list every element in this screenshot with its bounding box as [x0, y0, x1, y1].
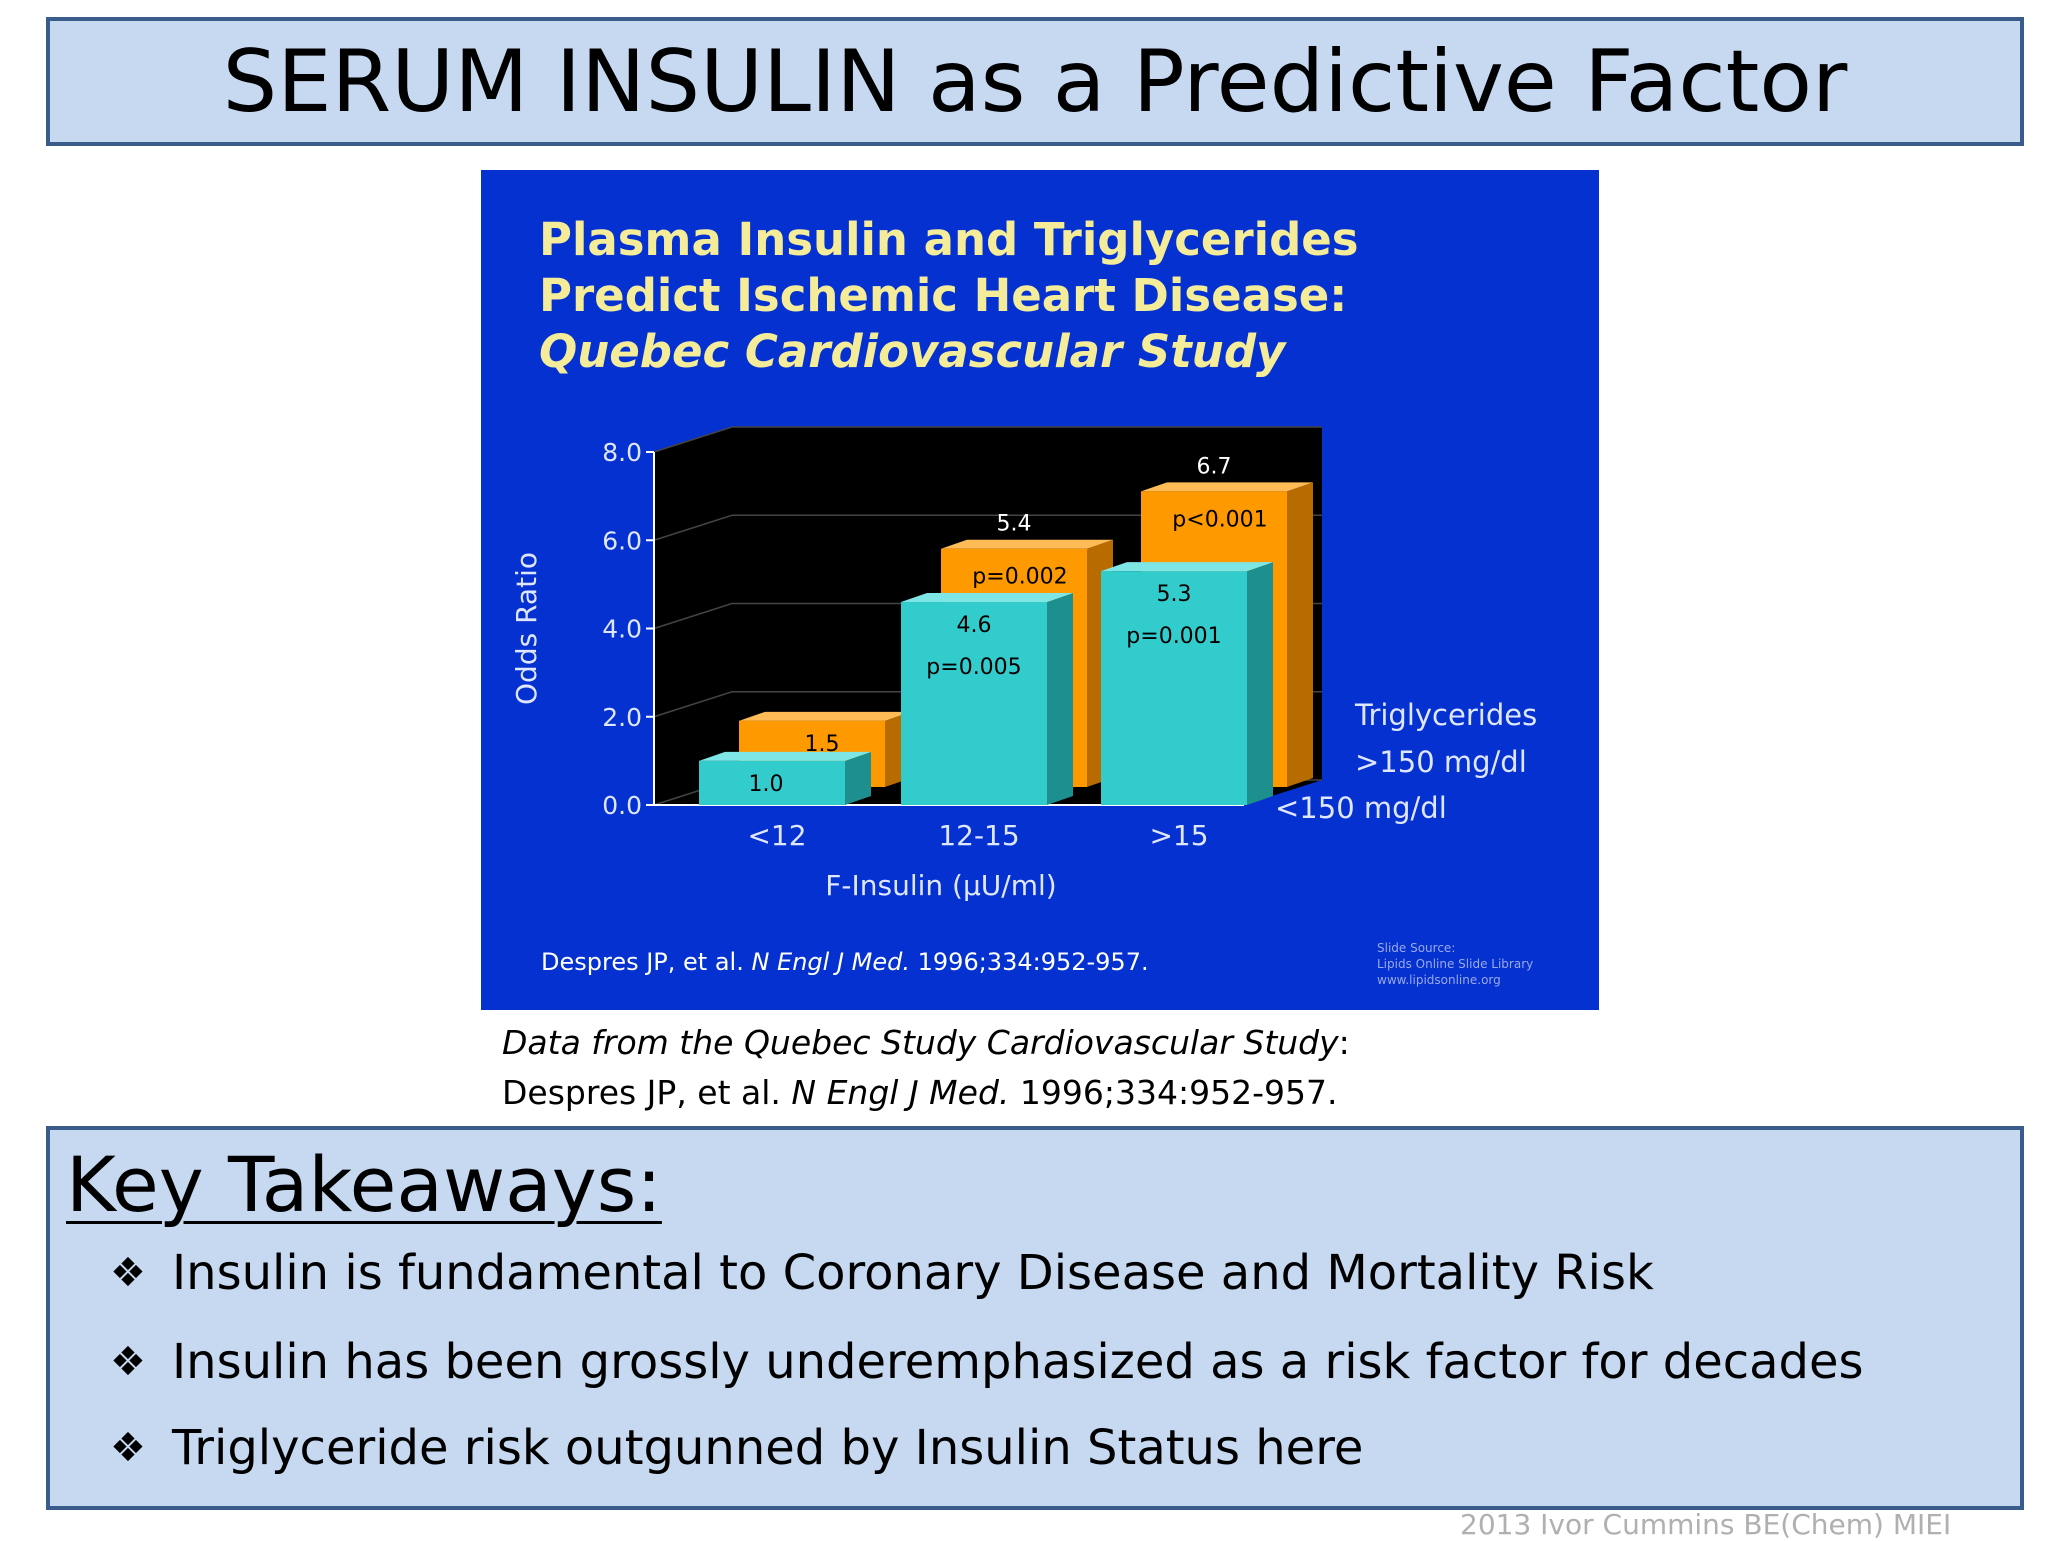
chart-gridline — [653, 514, 1322, 541]
y-axis-label: Odds Ratio — [510, 552, 543, 705]
bullet-diamond-icon: ❖ — [110, 1250, 146, 1296]
bar-low-tg — [699, 760, 845, 805]
bar-chart: 0.0 2.0 4.0 6.0 8.0 Odds Ratio 1.5 1.0 <12 5.4 p=0… — [510, 426, 1537, 902]
caption-details: 1996;334:952-957. — [1009, 1073, 1338, 1112]
x-axis-label: F-Insulin (µU/ml) — [825, 869, 1056, 902]
slide-source-label: Slide Source: — [1377, 941, 1456, 955]
takeaways-heading: Key Takeaways: — [66, 1140, 662, 1229]
bullet-diamond-icon: ❖ — [110, 1339, 146, 1385]
figure-caption: Data from the Quebec Study Cardiovascula… — [502, 1018, 1350, 1118]
bar-high-tg-side — [1287, 482, 1313, 787]
slide-title: Plasma Insulin and Triglycerides Predict… — [539, 212, 1359, 380]
data-label-high-tg: 6.7 — [1197, 454, 1232, 479]
caption-line1: Data from the Quebec Study Cardiovascula… — [502, 1023, 1339, 1062]
bar-low-tg — [901, 602, 1047, 805]
x-tick-label: >15 — [1149, 819, 1208, 852]
bar-low-tg-side — [845, 751, 871, 805]
caption-authors: Despres JP, et al. — [502, 1073, 792, 1112]
bar-low-tg-side — [1247, 562, 1273, 805]
slide-title-line1: Plasma Insulin and Triglycerides — [539, 213, 1359, 266]
legend-title: Triglycerides — [1354, 698, 1537, 732]
bar-high-tg-top — [1141, 482, 1313, 492]
takeaway-item: ❖ Triglyceride risk outgunned by Insulin… — [110, 1420, 1363, 1476]
legend-item-high-tg: >150 mg/dl — [1355, 745, 1527, 779]
bar-low-tg-top — [901, 593, 1073, 603]
x-tick-label: 12-15 — [938, 819, 1019, 852]
caption-colon: : — [1338, 1023, 1350, 1062]
key-takeaways-box: Key Takeaways: ❖ Insulin is fundamental … — [46, 1126, 2024, 1510]
data-label-low-tg: 4.6 — [957, 613, 992, 638]
pvalue-label-low-tg: p=0.005 — [926, 655, 1021, 680]
takeaway-text: Insulin has been grossly underemphasized… — [172, 1334, 1864, 1390]
data-label-high-tg: 5.4 — [997, 512, 1032, 537]
takeaway-item: ❖ Insulin has been grossly underemphasiz… — [110, 1334, 1864, 1390]
y-tick-label: 8.0 — [602, 438, 642, 467]
slide-ref-authors: Despres JP, et al. — [541, 948, 752, 976]
embedded-slide: Plasma Insulin and Triglycerides Predict… — [481, 170, 1599, 1010]
slide-source-library: Lipids Online Slide Library — [1377, 957, 1534, 971]
page-title: SERUM INSULIN as a Predictive Factor — [222, 31, 1848, 132]
data-label-high-tg: 1.5 — [805, 732, 840, 757]
pvalue-label-high-tg: p=0.002 — [972, 565, 1067, 590]
bullet-diamond-icon: ❖ — [110, 1425, 146, 1471]
slide-ref-details: 1996;334:952-957. — [910, 948, 1149, 976]
y-tick-label: 4.0 — [602, 615, 642, 644]
caption-journal: N Engl J Med. — [791, 1073, 1010, 1112]
bar-low-tg-top — [699, 751, 871, 761]
slide-source: Slide Source: Lipids Online Slide Librar… — [1377, 940, 1533, 988]
y-tick-label: 0.0 — [602, 791, 642, 820]
takeaway-text: Triglyceride risk outgunned by Insulin S… — [172, 1420, 1364, 1476]
copyright-footer: 2013 Ivor Cummins BE(Chem) MIEI — [1460, 1508, 1952, 1541]
slide-source-url: www.lipidsonline.org — [1377, 973, 1501, 987]
pvalue-label-low-tg: p=0.001 — [1126, 624, 1221, 649]
data-label-low-tg: 1.0 — [749, 772, 784, 797]
bar-high-tg-top — [739, 711, 911, 721]
slide-reference: Despres JP, et al. N Engl J Med. 1996;33… — [541, 948, 1149, 976]
y-tick-label: 2.0 — [602, 703, 642, 732]
bar-low-tg — [1101, 571, 1247, 805]
bar-high-tg-top — [941, 539, 1113, 549]
bar-low-tg-side — [1047, 593, 1073, 805]
data-label-low-tg: 5.3 — [1157, 582, 1192, 607]
chart-gridline — [653, 426, 1322, 453]
slide-ref-journal: N Engl J Med. — [751, 948, 910, 976]
takeaway-item: ❖ Insulin is fundamental to Coronary Dis… — [110, 1245, 1654, 1301]
bar-low-tg-top — [1101, 562, 1273, 572]
slide-title-line2: Predict Ischemic Heart Disease: — [539, 269, 1348, 322]
x-tick-label: <12 — [747, 819, 806, 852]
title-banner: SERUM INSULIN as a Predictive Factor — [46, 17, 2024, 146]
y-tick-label: 6.0 — [602, 526, 642, 555]
takeaway-text: Insulin is fundamental to Coronary Disea… — [172, 1245, 1654, 1301]
pvalue-label-high-tg: p<0.001 — [1172, 507, 1267, 532]
legend-item-low-tg: <150 mg/dl — [1275, 791, 1447, 825]
slide-title-line3: Quebec Cardiovascular Study — [539, 325, 1286, 378]
